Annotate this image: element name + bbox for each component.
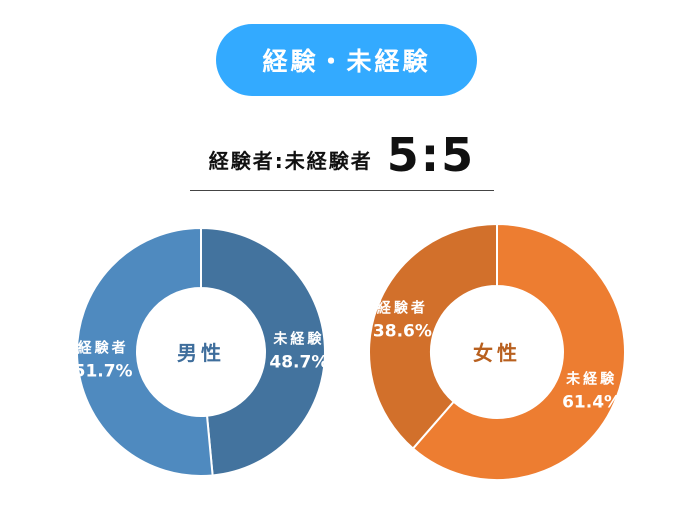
ratio-label: 経験者:未経験者	[208, 149, 373, 173]
slice-value-label: 51.7%	[74, 362, 133, 382]
donut-slice	[368, 222, 498, 450]
ratio-value: 5:5	[386, 128, 476, 182]
donut-slice	[200, 226, 326, 477]
slice-name-label: 未経験	[566, 370, 617, 387]
slice-value-label: 61.4%	[562, 392, 621, 412]
ratio-summary: 経験者:未経験者 5:5	[190, 128, 494, 182]
donut-slice	[411, 222, 626, 481]
slice-name-label: 経験者	[377, 300, 428, 317]
slice-value-label: 38.6%	[373, 322, 432, 342]
divider	[190, 190, 494, 191]
slice-value-label: 48.7%	[269, 352, 328, 372]
section-title-pill: 経験・未経験	[216, 24, 477, 96]
slice-name-label: 未経験	[273, 330, 324, 347]
section-title: 経験・未経験	[262, 47, 431, 76]
donut-center-label: 男性	[177, 341, 225, 365]
donut-center-label: 女性	[473, 341, 521, 365]
donut-slice	[76, 226, 214, 477]
slice-name-label: 経験者	[78, 340, 129, 357]
